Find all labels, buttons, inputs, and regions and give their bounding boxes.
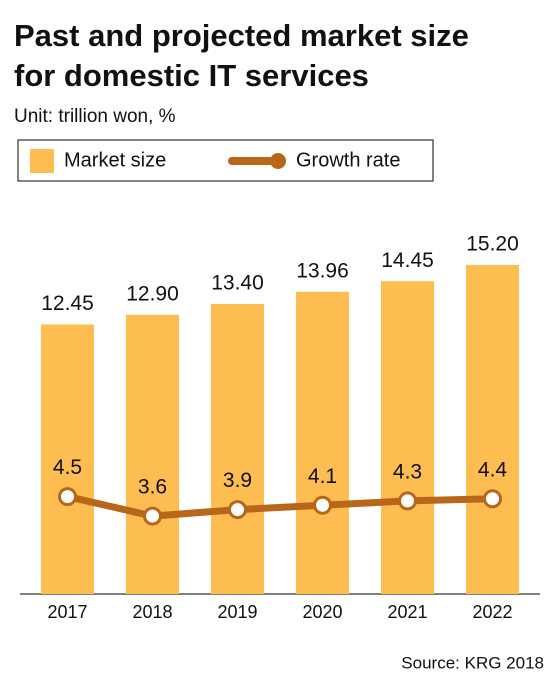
marker: [398, 491, 417, 511]
data-label: 3.6: [138, 476, 167, 499]
x-tick-label: 2021: [387, 602, 427, 622]
legend-marker: [270, 153, 286, 169]
bar: [126, 314, 179, 594]
data-label: 13.40: [211, 272, 264, 295]
data-label: 3.9: [223, 469, 252, 492]
data-label: 14.45: [381, 249, 434, 272]
x-tick-label: 2018: [132, 602, 172, 622]
data-label: 4.3: [393, 460, 422, 483]
marker: [58, 487, 77, 507]
bar: [211, 303, 264, 594]
data-label: 15.20: [466, 233, 519, 256]
bar: [41, 324, 94, 594]
bar: [296, 291, 349, 594]
marker: [228, 500, 247, 520]
x-tick-label: 2019: [217, 602, 257, 622]
data-label: 4.1: [308, 465, 337, 488]
marker: [483, 489, 502, 509]
marker: [313, 495, 332, 515]
data-label: 12.90: [126, 282, 179, 305]
legend-box: [17, 139, 434, 182]
bar: [381, 281, 434, 594]
marker: [143, 506, 162, 526]
legend-label: Growth rate: [296, 149, 400, 171]
legend-swatch: [30, 149, 54, 173]
data-label: 12.45: [41, 292, 94, 315]
source: Source: KRG 2018: [401, 653, 544, 672]
data-label: 13.96: [296, 259, 349, 282]
x-tick-label: 2017: [47, 602, 87, 622]
x-tick-label: 2020: [302, 602, 342, 622]
subtitle: Unit: trillion won, %: [14, 106, 176, 127]
x-tick-label: 2022: [472, 602, 512, 622]
legend-label: Market size: [64, 149, 166, 171]
data-label: 4.4: [478, 458, 508, 481]
chart-title: Past and projected market size: [14, 18, 469, 53]
chart-title: for domestic IT services: [14, 58, 369, 93]
data-label: 4.5: [53, 456, 82, 479]
bar: [466, 265, 519, 594]
line: [66, 493, 493, 520]
